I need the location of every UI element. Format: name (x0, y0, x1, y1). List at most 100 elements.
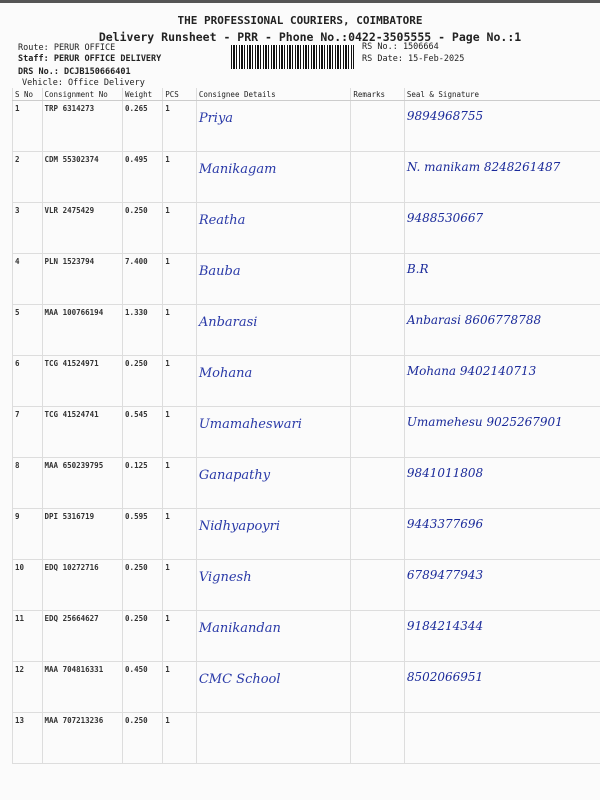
table-row: 1 TRP 6314273 0.265 1 Priya 9894968755 (12, 100, 600, 152)
consignee-name: Manikandan (195, 610, 351, 662)
consignee-name: Ganapathy (195, 457, 351, 509)
remarks (350, 712, 405, 764)
route: Route: PERUR OFFICE (18, 43, 116, 53)
table-row: 11 EDQ 25664627 0.250 1 Manikandan 9184214344 (12, 610, 600, 662)
drs-number: DRS No.: DCJB150666401 (18, 67, 131, 77)
pieces: 1 (162, 661, 197, 713)
consignee-name: Manikagam (195, 151, 351, 203)
column-header: Remarks (350, 88, 405, 101)
signature: Umamehesu 9025267901 (403, 406, 600, 458)
remarks (350, 406, 405, 458)
table-row: 8 MAA 650239795 0.125 1 Ganapathy 9841011808 (12, 457, 600, 509)
rs-number: RS No.: 1506664 (362, 42, 439, 52)
weight: 0.495 (122, 151, 163, 203)
remarks (350, 508, 405, 560)
table-row: 13 MAA 707213236 0.250 1 (12, 712, 600, 764)
consignee-name: Anbarasi (195, 304, 351, 356)
table-row: 12 MAA 704816331 0.450 1 CMC School 850206695… (12, 661, 600, 713)
rs-date: RS Date: 15-Feb-2025 (362, 54, 465, 64)
remarks (350, 661, 405, 713)
table-row: 5 MAA 100766194 1.330 1 Anbarasi Anbarasi 860… (12, 304, 600, 356)
table-row: 3 VLR 2475429 0.250 1 Reatha 9488530667 (12, 202, 600, 254)
consignment-number: EDQ 25664627 (41, 610, 123, 662)
signature: B.R (403, 253, 600, 305)
consignee-name: Bauba (195, 253, 351, 305)
column-header: S No (12, 88, 43, 101)
weight: 1.330 (122, 304, 163, 356)
column-header: PCS (162, 88, 197, 101)
pieces: 1 (162, 100, 197, 152)
consignment-number: TCG 41524741 (41, 406, 123, 458)
weight: 0.250 (122, 355, 163, 407)
pieces: 1 (162, 712, 197, 764)
serial-number: 6 (12, 355, 43, 407)
pieces: 1 (162, 457, 197, 509)
signature: 6789477943 (403, 559, 600, 611)
serial-number: 9 (12, 508, 43, 560)
signature: 9488530667 (403, 202, 600, 254)
consignee-name (195, 712, 351, 764)
pieces: 1 (162, 151, 197, 203)
table-row: 6 TCG 41524971 0.250 1 Mohana Mohana 94021407… (12, 355, 600, 407)
table-row: 9 DPI 5316719 0.595 1 Nidhyapoyri 9443377696 (12, 508, 600, 560)
weight: 0.250 (122, 559, 163, 611)
consignee-name: CMC School (195, 661, 351, 713)
serial-number: 5 (12, 304, 43, 356)
pieces: 1 (162, 355, 197, 407)
pieces: 1 (162, 406, 197, 458)
consignee-name: Reatha (195, 202, 351, 254)
weight: 0.265 (122, 100, 163, 152)
consignee-name: Vignesh (195, 559, 351, 611)
consignment-number: MAA 704816331 (41, 661, 123, 713)
consignment-number: PLN 1523794 (41, 253, 123, 305)
consignment-number: EDQ 10272716 (41, 559, 123, 611)
scan-edge (0, 0, 600, 3)
remarks (350, 610, 405, 662)
pieces: 1 (162, 202, 197, 254)
pieces: 1 (162, 253, 197, 305)
pieces: 1 (162, 610, 197, 662)
remarks (350, 202, 405, 254)
signature: Mohana 9402140713 (403, 355, 600, 407)
weight: 0.250 (122, 610, 163, 662)
table-row: 4 PLN 1523794 7.400 1 Bauba B.R (12, 253, 600, 305)
serial-number: 7 (12, 406, 43, 458)
consignment-number: TRP 6314273 (41, 100, 123, 152)
company-title: THE PROFESSIONAL COURIERS, COIMBATORE (177, 14, 423, 27)
remarks (350, 304, 405, 356)
consignment-number: DPI 5316719 (41, 508, 123, 560)
signature: 9841011808 (403, 457, 600, 509)
weight: 7.400 (122, 253, 163, 305)
serial-number: 10 (12, 559, 43, 611)
serial-number: 11 (12, 610, 43, 662)
remarks (350, 151, 405, 203)
consignment-number: MAA 650239795 (41, 457, 123, 509)
consignment-number: TCG 41524971 (41, 355, 123, 407)
column-header: Consignment No (41, 88, 123, 101)
serial-number: 8 (12, 457, 43, 509)
remarks (350, 559, 405, 611)
signature: N. manikam 8248261487 (403, 151, 600, 203)
signature: 9443377696 (403, 508, 600, 560)
signature: Anbarasi 8606778788 (403, 304, 600, 356)
barcode (231, 45, 354, 69)
serial-number: 3 (12, 202, 43, 254)
consignment-number: VLR 2475429 (41, 202, 123, 254)
remarks (350, 355, 405, 407)
weight: 0.125 (122, 457, 163, 509)
signature (403, 712, 600, 764)
weight: 0.250 (122, 712, 163, 764)
pieces: 1 (162, 508, 197, 560)
serial-number: 1 (12, 100, 43, 152)
runsheet-table: S No Consignment No Weight PCS Consignee Det… (12, 88, 600, 764)
serial-number: 13 (12, 712, 43, 764)
table-row: 10 EDQ 10272716 0.250 1 Vignesh 6789477943 (12, 559, 600, 611)
signature: 9184214344 (403, 610, 600, 662)
pieces: 1 (162, 304, 197, 356)
vehicle: Vehicle: Office Delivery (22, 78, 145, 88)
consignment-number: MAA 707213236 (41, 712, 123, 764)
column-header: Weight (122, 88, 163, 101)
consignee-name: Priya (195, 100, 351, 152)
weight: 0.545 (122, 406, 163, 458)
